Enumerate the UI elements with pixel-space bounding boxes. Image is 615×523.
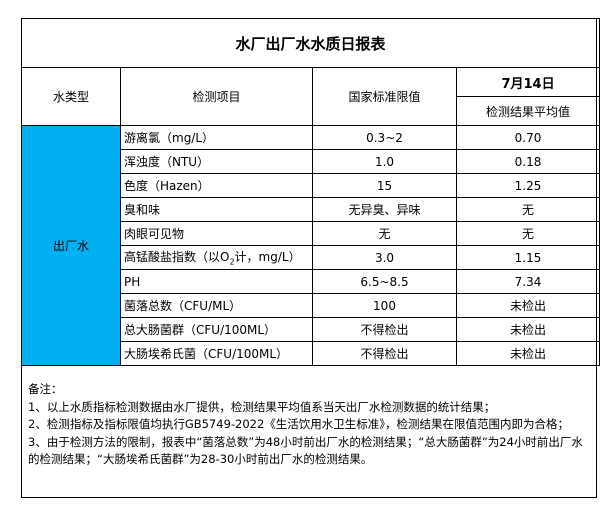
table-row: 色度（Hazen） 15 1.25: [22, 173, 601, 198]
standard-cell: 100: [312, 293, 457, 318]
item-cell: 菌落总数（CFU/ML）: [120, 293, 313, 318]
standard-cell: 不得检出: [312, 341, 457, 366]
standard-cell: 不得检出: [312, 317, 457, 342]
header-date: 7月14日: [455, 67, 601, 97]
header-water-type: 水类型: [21, 67, 121, 126]
table-row: 浑浊度（NTU） 1.0 0.18: [22, 149, 601, 174]
result-cell: 0.70: [455, 125, 601, 150]
standard-cell: 3.0: [312, 245, 457, 270]
header-standard: 国家标准限值: [312, 67, 457, 126]
item-cell: PH: [120, 269, 313, 294]
item-cell: 大肠埃希氏菌（CFU/100ML）: [120, 341, 313, 366]
item-cell: 色度（Hazen）: [120, 173, 313, 198]
table-row: PH 6.5~8.5 7.34: [22, 269, 601, 294]
header-item: 检测项目: [120, 67, 313, 126]
item-cell: 总大肠菌群（CFU/100ML）: [120, 317, 313, 342]
standard-cell: 无: [312, 221, 457, 246]
item-cell: 游离氯（mg/L）: [120, 125, 313, 150]
header-result: 检测结果平均值: [455, 96, 601, 126]
item-cell: 臭和味: [120, 197, 313, 222]
item-cell: 高锰酸盐指数（以O2计，mg/L）: [120, 245, 313, 270]
result-cell: 1.25: [455, 173, 601, 198]
standard-cell: 15: [312, 173, 457, 198]
item-cell: 肉眼可见物: [120, 221, 313, 246]
result-cell: 未检出: [455, 341, 601, 366]
result-cell: 未检出: [455, 293, 601, 318]
result-cell: 未检出: [455, 317, 601, 342]
item-cell: 浑浊度（NTU）: [120, 149, 313, 174]
water-type-cell: 出厂水: [21, 125, 121, 366]
notes-label: 备注：: [28, 382, 63, 396]
standard-cell: 0.3~2: [312, 125, 457, 150]
standard-cell: 6.5~8.5: [312, 269, 457, 294]
report-table: 水厂出厂水水质日报表 水类型 检测项目 国家标准限值 7月14日 检测结果平均值…: [20, 18, 601, 366]
result-cell: 1.15: [455, 245, 601, 270]
standard-cell: 1.0: [312, 149, 457, 174]
notes: 备注： 1、以上水质指标检测数据由水厂提供，检测结果平均值系当天出厂水检测数据的…: [28, 381, 593, 469]
water-quality-report: 水厂出厂水水质日报表 水类型 检测项目 国家标准限值 7月14日 检测结果平均值…: [20, 18, 601, 498]
table-row: 菌落总数（CFU/ML） 100 未检出: [22, 293, 601, 318]
report-title: 水厂出厂水水质日报表: [20, 18, 601, 68]
table-row: 臭和味 无异臭、异味无: [22, 197, 601, 222]
result-cell: 无: [455, 221, 601, 246]
note-3: 3、由于检测方法的限制，报表中“菌落总数”为48小时前出厂水的检测结果；“总大肠…: [28, 434, 583, 467]
result-cell: 无: [455, 197, 601, 222]
note-1: 1、以上水质指标检测数据由水厂提供，检测结果平均值系当天出厂水检测数据的统计结果…: [28, 399, 496, 414]
table-row: 大肠埃希氏菌（CFU/100ML） 不得检出 未检出: [22, 341, 601, 366]
standard-cell: 无异臭、异味: [312, 197, 457, 222]
table-row: 肉眼可见物无无: [22, 221, 601, 246]
result-cell: 0.18: [455, 149, 601, 174]
table-row: 出厂水 游离氯（mg/L） 0.3~2 0.70: [21, 125, 601, 366]
note-2: 2、检测指标及指标限值均执行GB5749-2022《生活饮用水卫生标准》，检测结…: [28, 417, 570, 431]
result-cell: 7.34: [455, 269, 601, 294]
table-row: 高锰酸盐指数（以O2计，mg/L） 3.0 1.15: [22, 245, 601, 270]
